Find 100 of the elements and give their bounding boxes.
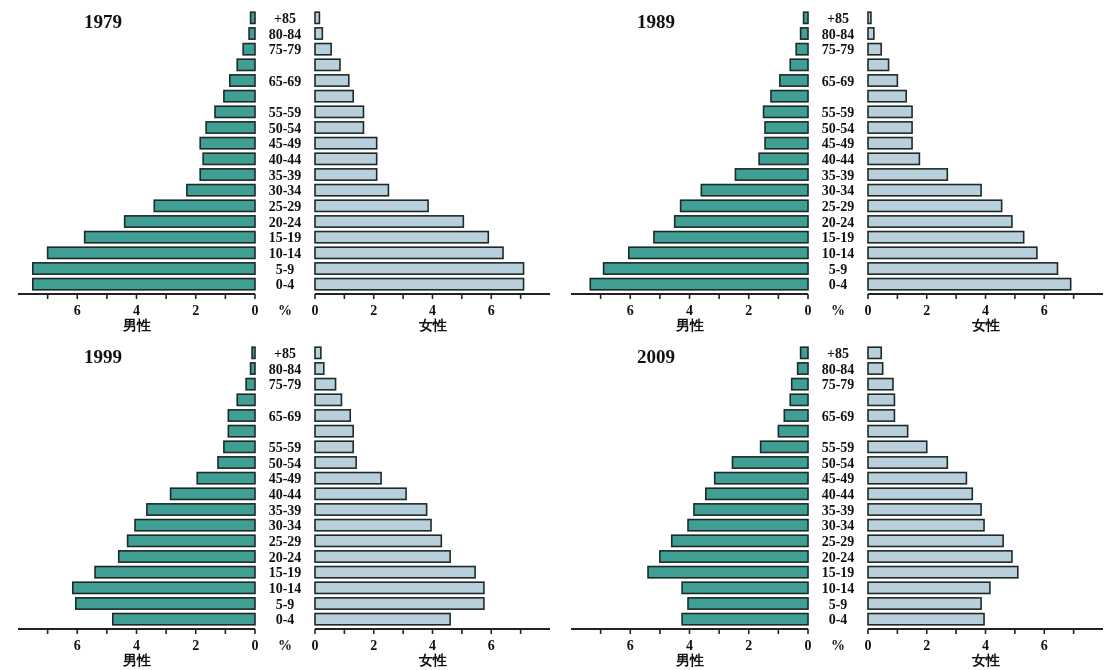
bar bbox=[314, 152, 378, 166]
bar bbox=[867, 597, 982, 610]
bar bbox=[314, 534, 443, 548]
y-tick-label: 5-9 bbox=[275, 261, 295, 277]
bar bbox=[196, 471, 256, 485]
bar bbox=[227, 409, 256, 422]
bar bbox=[867, 215, 1013, 228]
y-tick-label: 10-14 bbox=[268, 580, 302, 596]
y-tick-label: 10-14 bbox=[821, 580, 855, 596]
bar bbox=[169, 487, 256, 501]
bar bbox=[314, 168, 378, 181]
bar bbox=[867, 121, 913, 134]
x-tick-label: 4 bbox=[686, 303, 693, 318]
x-tick-label: 0 bbox=[311, 638, 319, 653]
bar bbox=[214, 105, 256, 119]
y-tick-label: 40-44 bbox=[268, 151, 302, 167]
y-tick-label: 10-14 bbox=[821, 245, 855, 261]
bar bbox=[229, 74, 256, 87]
x-tick-label: 0 bbox=[251, 638, 259, 653]
x-tick-label: 0 bbox=[864, 638, 872, 653]
y-tick-label: 0-4 bbox=[275, 277, 295, 293]
bar bbox=[314, 518, 432, 532]
bar bbox=[867, 42, 883, 56]
bar bbox=[700, 183, 809, 197]
bar bbox=[867, 581, 991, 595]
bar bbox=[227, 424, 256, 438]
x-tick-label: 4 bbox=[982, 303, 989, 318]
bar bbox=[627, 246, 809, 260]
bar bbox=[314, 362, 325, 375]
bar bbox=[867, 471, 968, 485]
bar bbox=[249, 362, 256, 375]
text: % bbox=[278, 638, 292, 653]
bar bbox=[770, 89, 809, 103]
x-tick-label: 6 bbox=[626, 638, 634, 653]
bar bbox=[602, 262, 809, 275]
bar bbox=[223, 440, 256, 454]
bar bbox=[186, 183, 256, 197]
y-tick-label: 65-69 bbox=[268, 73, 302, 89]
bar bbox=[314, 42, 332, 56]
bar bbox=[867, 27, 875, 40]
y-tick-label: 35-39 bbox=[268, 502, 302, 518]
bar bbox=[867, 89, 907, 103]
text: % bbox=[831, 303, 845, 318]
bar bbox=[123, 215, 256, 228]
y-tick-label: 40-44 bbox=[821, 486, 855, 502]
x-axis-title: 男性 bbox=[121, 318, 151, 333]
bar bbox=[779, 74, 809, 87]
bar bbox=[249, 11, 256, 25]
bar bbox=[759, 440, 809, 454]
x-tick-label: 6 bbox=[487, 303, 495, 318]
bar bbox=[314, 377, 337, 391]
x-tick-label: 6 bbox=[626, 303, 634, 318]
bar bbox=[673, 215, 809, 228]
bar bbox=[687, 518, 809, 532]
bar bbox=[202, 152, 256, 166]
bar bbox=[867, 199, 1003, 213]
y-tick-label: 80-84 bbox=[268, 361, 302, 377]
x-tick-label: 2 bbox=[192, 303, 200, 318]
bar bbox=[74, 597, 256, 610]
y-tick-label: 20-24 bbox=[268, 214, 302, 230]
y-tick-label: +85 bbox=[827, 345, 849, 361]
x-axis-title: 女性 bbox=[970, 318, 1000, 333]
bar bbox=[867, 377, 894, 391]
bar bbox=[314, 89, 354, 103]
y-tick-label: 30-34 bbox=[821, 183, 855, 199]
bar bbox=[199, 168, 256, 181]
bar bbox=[314, 27, 324, 40]
y-tick-label: 80-84 bbox=[821, 26, 855, 42]
x-tick-label: 2 bbox=[745, 638, 753, 653]
y-tick-label: 25-29 bbox=[268, 198, 302, 214]
bar bbox=[314, 471, 382, 485]
bar bbox=[245, 377, 256, 391]
bar bbox=[314, 393, 343, 407]
y-tick-label: 45-49 bbox=[821, 136, 855, 152]
y-tick-label: 5-9 bbox=[275, 596, 295, 612]
bar bbox=[314, 550, 451, 563]
x-tick-label: 4 bbox=[133, 303, 140, 318]
chart-title: 1999 bbox=[84, 346, 122, 367]
y-tick-label: 65-69 bbox=[268, 408, 302, 424]
bar bbox=[799, 27, 809, 40]
bar bbox=[713, 471, 809, 485]
x-tick-label: 0 bbox=[804, 303, 812, 318]
bar bbox=[314, 136, 378, 150]
y-tick-label: +85 bbox=[274, 345, 296, 361]
y-tick-label: 55-59 bbox=[268, 439, 302, 455]
x-tick-label: 2 bbox=[923, 638, 931, 653]
bar bbox=[94, 565, 256, 579]
y-tick-label: 0-4 bbox=[828, 277, 848, 293]
bar bbox=[126, 534, 256, 548]
x-tick-label: 6 bbox=[487, 638, 495, 653]
y-tick-label: 75-79 bbox=[268, 377, 302, 393]
bar bbox=[205, 121, 256, 134]
bar bbox=[693, 503, 809, 516]
bar bbox=[314, 58, 341, 72]
bar bbox=[72, 581, 256, 595]
bar bbox=[867, 424, 909, 438]
bar bbox=[647, 565, 809, 579]
bar bbox=[681, 612, 809, 626]
y-tick-label: 45-49 bbox=[268, 136, 302, 152]
x-axis-title: 女性 bbox=[417, 653, 447, 668]
